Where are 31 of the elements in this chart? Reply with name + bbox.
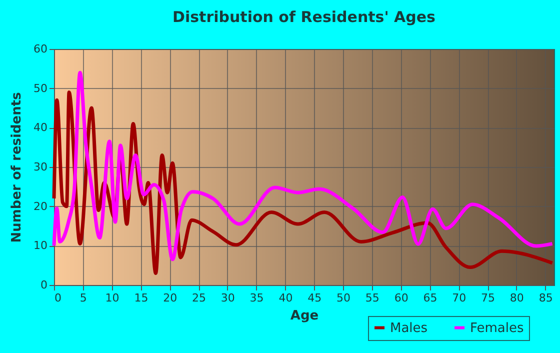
x-tick-label: 30 [220, 292, 235, 304]
legend-label: Females [470, 320, 524, 336]
x-tick-label: 35 [250, 292, 264, 304]
y-tick-label: 0 [40, 278, 48, 292]
legend-label: Males [390, 320, 428, 336]
x-tick-label: 10 [105, 292, 120, 304]
x-tick-label: 15 [134, 292, 148, 304]
x-tick-label: 0 [54, 292, 62, 304]
x-tick-label: 45 [308, 292, 322, 304]
y-tick-label: 10 [34, 239, 48, 252]
y-tick-label: 30 [34, 160, 48, 174]
x-tick-label: 5 [80, 292, 87, 304]
x-tick-label: 25 [192, 292, 206, 304]
line-series [52, 70, 554, 262]
y-tick-label: 40 [34, 121, 48, 134]
y-tick-label: 20 [34, 200, 48, 213]
x-tick-label: 40 [278, 292, 293, 304]
chart-title: Distribution of Residents' Ages [172, 8, 436, 26]
x-tick-label: 50 [336, 292, 351, 304]
x-tick-label: 55 [365, 292, 380, 304]
x-tick-label: 75 [481, 292, 496, 304]
x-axis-title: Age [290, 308, 319, 324]
x-tick-label: 80 [510, 292, 524, 304]
x-tick-label: 60 [394, 292, 408, 304]
y-axis-title: Number of residents [10, 92, 25, 243]
x-tick-label: 20 [163, 292, 178, 304]
x-tick-label: 70 [452, 292, 466, 304]
x-tick-label: 65 [423, 292, 438, 304]
y-tick-label: 60 [34, 42, 48, 56]
x-tick-label: 85 [538, 292, 553, 304]
y-tick-label: 50 [34, 82, 48, 95]
